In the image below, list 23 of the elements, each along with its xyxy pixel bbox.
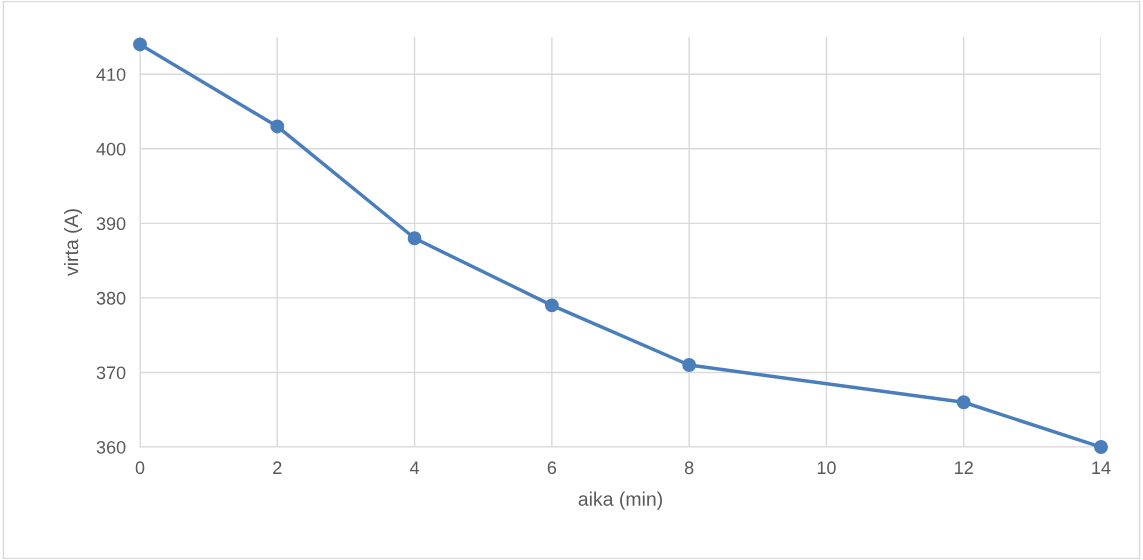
point xyxy=(270,119,285,134)
y-tick-label: 380 xyxy=(96,291,126,305)
x-tick-label: 8 xyxy=(684,461,694,475)
x-axis-title: aika (min) xyxy=(578,491,662,510)
y-axis-title: virta (A) xyxy=(63,209,83,276)
point xyxy=(544,298,559,313)
point xyxy=(1094,440,1108,454)
point xyxy=(133,37,147,52)
y-tick-label: 410 xyxy=(96,68,126,81)
point xyxy=(682,358,697,372)
x-tick-label: 6 xyxy=(547,461,557,475)
x-tick-label: 0 xyxy=(135,461,145,475)
y-tick-label: 370 xyxy=(96,366,126,380)
x-tick-label: 10 xyxy=(817,461,836,475)
x-tick-label: 2 xyxy=(273,461,282,474)
y-tick-label: 360 xyxy=(96,440,126,454)
point xyxy=(956,395,971,410)
x-tick-label: 4 xyxy=(409,461,420,474)
point xyxy=(407,231,422,246)
x-tick-label: 12 xyxy=(955,461,973,474)
y-tick-label: 390 xyxy=(96,217,126,231)
y-tick-label: 400 xyxy=(96,142,126,156)
x-tick-label: 14 xyxy=(1092,461,1111,474)
